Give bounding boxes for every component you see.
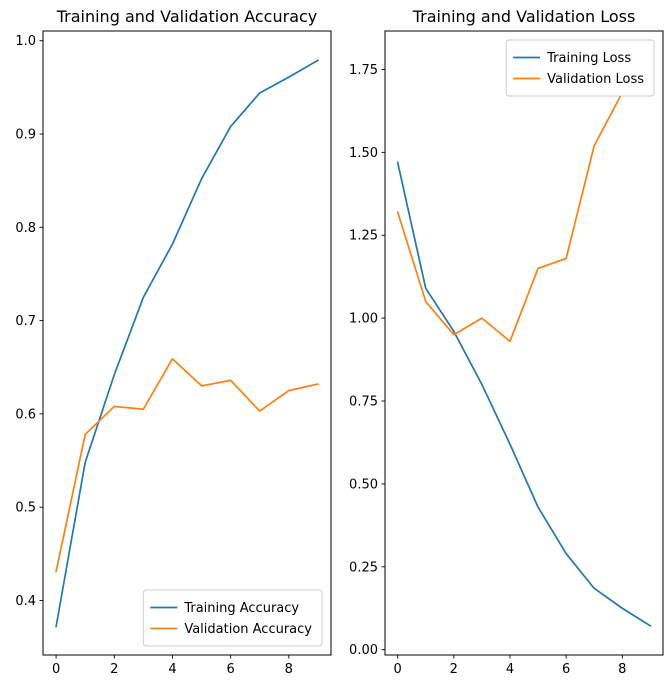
subplot-training-and-validation-accuracy: 0 2 4 6 8 0.4 0.5 0.6 0.7 0.8 0.9 1.0 Training Accur… <box>15 30 332 677</box>
legend-label-training-accuracy: Training Accuracy <box>183 601 299 616</box>
x-axis-tick-label: 0 <box>393 662 401 677</box>
series-line-validation-loss <box>396 58 652 343</box>
legend-box <box>505 39 655 97</box>
y-axis-tick-label: 1.00 <box>349 312 378 327</box>
legend-label-validation-accuracy: Validation Accuracy <box>184 622 312 637</box>
y-axis-tick-label: 0.9 <box>15 128 36 143</box>
x-axis-tick-label: 0 <box>52 662 60 677</box>
x-axis-tick-label: 6 <box>562 662 570 677</box>
y-axis-tick-label: 0.6 <box>15 407 36 422</box>
loss-chart-title: Training and Validation Loss <box>412 7 636 26</box>
y-axis-tick-label: 1.25 <box>349 229 378 244</box>
series-line-training-accuracy <box>55 59 319 628</box>
y-axis-tick-label: 0.7 <box>15 314 36 329</box>
legend: Training Loss Validation Loss <box>505 39 655 97</box>
x-axis-tick-label: 2 <box>450 662 458 677</box>
y-axis-tick-label: 0.8 <box>15 221 36 236</box>
y-axis-tick-label: 0.25 <box>349 560 378 575</box>
axes-frame <box>42 30 332 656</box>
series-line-training-loss <box>396 161 652 627</box>
legend: Training Accuracy Validation Accuracy <box>142 589 323 647</box>
x-axis-tick-label: 4 <box>168 662 176 677</box>
x-axis-tick-label: 4 <box>506 662 514 677</box>
y-axis-tick-label: 0.5 <box>15 501 36 516</box>
subplot-training-and-validation-loss: 0 2 4 6 8 0.00 0.25 0.50 0.75 1.00 1.25 1.50 1.75 Tra… <box>349 30 664 677</box>
accuracy-chart-title: Training and Validation Accuracy <box>56 7 318 26</box>
legend-label-validation-loss: Validation Loss <box>547 72 644 87</box>
y-axis-tick-label: 1.0 <box>15 34 36 49</box>
x-axis-tick-label: 2 <box>110 662 118 677</box>
series-line-validation-accuracy <box>55 358 319 573</box>
y-axis-tick-label: 0.50 <box>349 477 378 492</box>
x-axis-tick-label: 8 <box>618 662 626 677</box>
axes-frame <box>384 30 664 656</box>
legend-box <box>142 589 323 647</box>
y-axis-tick-label: 0.4 <box>15 594 36 609</box>
legend-label-training-loss: Training Loss <box>546 51 631 66</box>
y-axis-tick-label: 0.00 <box>349 643 378 658</box>
x-axis-tick-label: 8 <box>285 662 293 677</box>
y-axis-tick-label: 0.75 <box>349 395 378 410</box>
x-axis-tick-label: 6 <box>226 662 234 677</box>
y-axis-tick-label: 1.75 <box>349 63 378 78</box>
y-axis-tick-label: 1.50 <box>349 146 378 161</box>
